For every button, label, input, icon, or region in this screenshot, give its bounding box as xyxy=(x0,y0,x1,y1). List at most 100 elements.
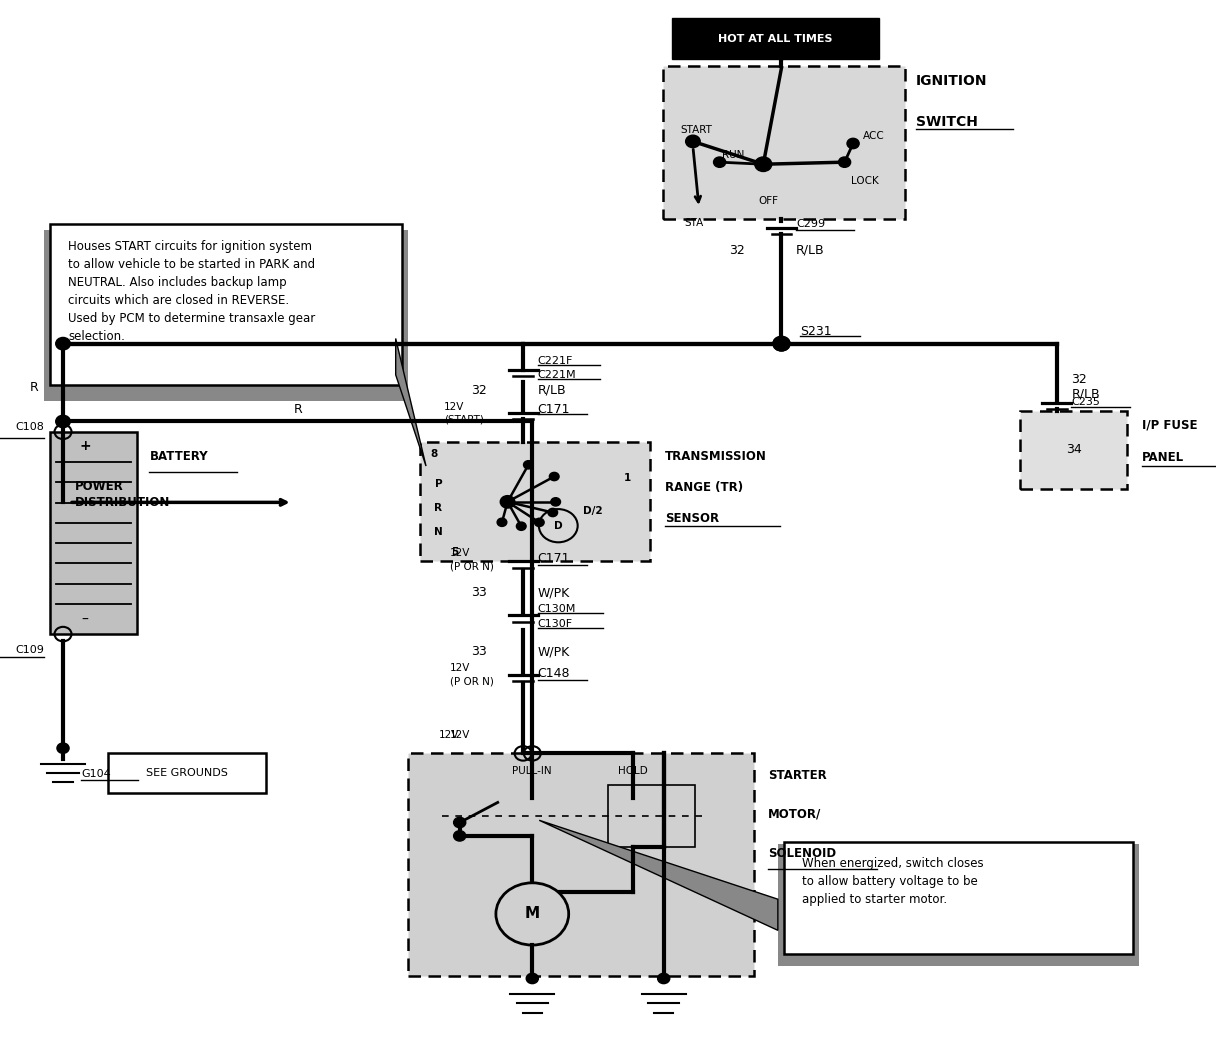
Text: ACC: ACC xyxy=(863,131,884,141)
Text: SEE GROUNDS: SEE GROUNDS xyxy=(146,769,227,778)
Text: LOCK: LOCK xyxy=(851,176,878,186)
Circle shape xyxy=(497,518,507,526)
Circle shape xyxy=(548,509,558,517)
Text: PULL-IN: PULL-IN xyxy=(512,766,552,776)
Text: BATTERY: BATTERY xyxy=(150,449,208,463)
Text: 32: 32 xyxy=(1071,373,1087,387)
Circle shape xyxy=(848,138,860,149)
Circle shape xyxy=(56,337,71,349)
FancyBboxPatch shape xyxy=(778,843,1139,966)
Text: OFF: OFF xyxy=(759,196,778,206)
Polygon shape xyxy=(395,338,426,466)
Text: START: START xyxy=(681,125,713,135)
Circle shape xyxy=(839,157,851,167)
FancyBboxPatch shape xyxy=(407,753,754,977)
Text: C221F: C221F xyxy=(537,357,573,366)
Text: 5: 5 xyxy=(451,547,458,557)
Text: SWITCH: SWITCH xyxy=(916,115,978,130)
Text: R: R xyxy=(434,502,443,513)
Text: I/P FUSE: I/P FUSE xyxy=(1142,418,1198,432)
Text: R: R xyxy=(30,382,39,394)
Text: 33: 33 xyxy=(471,587,486,599)
FancyBboxPatch shape xyxy=(663,66,905,219)
Text: W/PK: W/PK xyxy=(537,587,570,599)
Text: 12V: 12V xyxy=(439,730,460,739)
Circle shape xyxy=(454,817,466,828)
Circle shape xyxy=(524,461,534,469)
FancyBboxPatch shape xyxy=(608,784,694,847)
Text: 32: 32 xyxy=(730,243,745,257)
FancyBboxPatch shape xyxy=(108,753,266,792)
Text: +: + xyxy=(79,439,91,453)
Text: SENSOR: SENSOR xyxy=(665,512,719,525)
Text: 34: 34 xyxy=(1066,443,1082,457)
Text: M: M xyxy=(525,907,540,921)
Circle shape xyxy=(527,973,539,984)
Text: (P OR N): (P OR N) xyxy=(450,562,494,572)
Text: DISTRIBUTION: DISTRIBUTION xyxy=(75,496,170,509)
Text: C235: C235 xyxy=(1071,396,1100,407)
Text: C171: C171 xyxy=(537,402,570,416)
Text: 12V: 12V xyxy=(450,548,471,558)
Text: IGNITION: IGNITION xyxy=(916,74,987,88)
Text: PANEL: PANEL xyxy=(1142,451,1184,464)
Text: STARTER: STARTER xyxy=(769,770,827,782)
Text: HOT AT ALL TIMES: HOT AT ALL TIMES xyxy=(719,33,833,44)
Polygon shape xyxy=(539,821,778,931)
Text: HOLD: HOLD xyxy=(618,766,647,776)
Circle shape xyxy=(773,336,790,350)
Text: POWER: POWER xyxy=(75,480,124,493)
Circle shape xyxy=(773,336,790,350)
Text: R/LB: R/LB xyxy=(1071,388,1100,401)
Text: 12V: 12V xyxy=(450,664,471,673)
Circle shape xyxy=(496,883,569,945)
Text: (P OR N): (P OR N) xyxy=(450,677,494,686)
FancyBboxPatch shape xyxy=(1020,411,1127,489)
Text: RUN: RUN xyxy=(722,150,744,160)
Circle shape xyxy=(500,496,514,509)
Text: 12V: 12V xyxy=(450,730,471,739)
Text: W/PK: W/PK xyxy=(537,645,570,658)
Text: R/LB: R/LB xyxy=(796,243,824,257)
Circle shape xyxy=(550,472,559,480)
Text: C299: C299 xyxy=(796,219,826,230)
Text: S231: S231 xyxy=(800,324,832,338)
Text: D: D xyxy=(554,521,563,530)
Text: STA: STA xyxy=(685,218,704,229)
Text: C148: C148 xyxy=(537,667,570,680)
Circle shape xyxy=(517,522,527,530)
Text: RANGE (TR): RANGE (TR) xyxy=(665,482,743,494)
Text: (START): (START) xyxy=(444,414,484,424)
FancyBboxPatch shape xyxy=(50,432,137,634)
Circle shape xyxy=(658,973,670,984)
Text: 32: 32 xyxy=(471,384,486,397)
Text: B4: B4 xyxy=(792,44,805,53)
Text: 8: 8 xyxy=(430,449,438,459)
Text: P: P xyxy=(434,479,443,489)
Text: C130M: C130M xyxy=(537,604,576,615)
Text: N: N xyxy=(434,526,443,537)
Text: D/2: D/2 xyxy=(582,506,603,517)
Text: G104: G104 xyxy=(81,770,111,779)
Circle shape xyxy=(454,831,466,841)
Text: C108: C108 xyxy=(15,421,44,432)
Text: SOLENOID: SOLENOID xyxy=(769,848,837,860)
Text: Houses START circuits for ignition system
to allow vehicle to be started in PARK: Houses START circuits for ignition syste… xyxy=(68,240,315,343)
Text: When energized, switch closes
to allow battery voltage to be
applied to starter : When energized, switch closes to allow b… xyxy=(803,857,984,906)
FancyBboxPatch shape xyxy=(420,442,651,562)
FancyBboxPatch shape xyxy=(50,225,401,385)
Circle shape xyxy=(714,157,726,167)
Text: 1: 1 xyxy=(624,473,631,483)
Text: R: R xyxy=(293,402,302,416)
Circle shape xyxy=(686,135,700,148)
Text: C109: C109 xyxy=(15,645,44,654)
Circle shape xyxy=(551,498,561,506)
Text: –: – xyxy=(81,613,89,627)
Circle shape xyxy=(57,743,69,753)
Text: MOTOR/: MOTOR/ xyxy=(769,807,821,821)
Text: 33: 33 xyxy=(471,645,486,658)
Circle shape xyxy=(535,518,544,526)
Text: TRANSMISSION: TRANSMISSION xyxy=(665,450,767,463)
Text: C221M: C221M xyxy=(537,370,576,380)
Text: 12V: 12V xyxy=(444,401,465,412)
